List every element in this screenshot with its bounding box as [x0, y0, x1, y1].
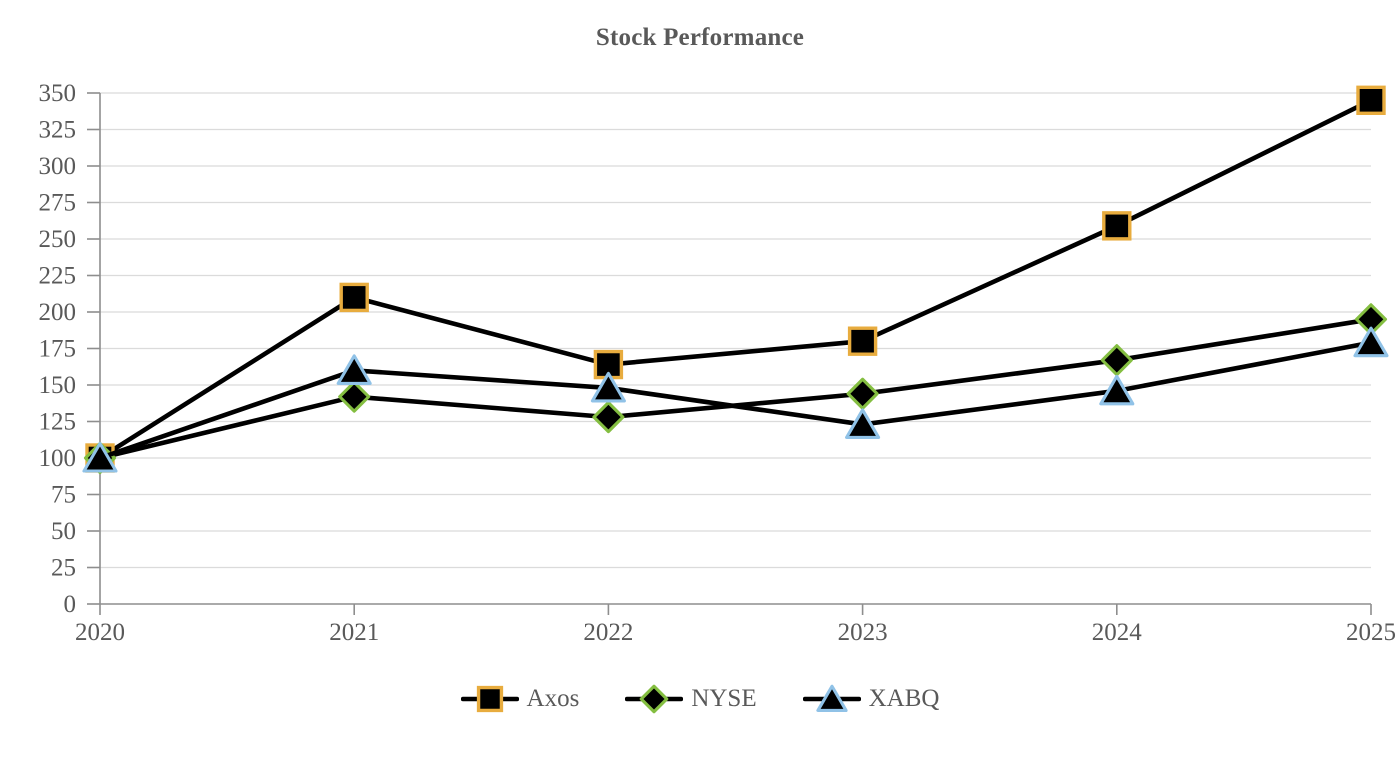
marker-xabq-2025	[1353, 326, 1389, 358]
legend-item-axos: Axos	[460, 683, 580, 715]
legend-marker-square-icon	[460, 685, 519, 713]
series-line-xabq	[97, 340, 1374, 461]
y-tick-label-125: 125	[39, 409, 77, 436]
legend-marker-shape-diamond	[640, 684, 669, 714]
marker-nyse-2023	[846, 377, 879, 410]
legend-marker-shape-square	[476, 685, 503, 713]
x-tick-label-2023: 2023	[838, 619, 888, 646]
legend-marker-shape-triangle	[815, 684, 848, 712]
x-tick-label-2020: 2020	[75, 619, 125, 646]
marker-nyse-2022	[592, 401, 625, 434]
legend-item-xabq: XABQ	[802, 683, 940, 715]
chart-legend: Axos NYSE XABQ	[0, 683, 1400, 715]
chart-title: Stock Performance	[595, 24, 805, 51]
y-tick-label-225: 225	[39, 263, 77, 290]
x-tick-label-2022: 2022	[583, 619, 633, 646]
y-tick-label-250: 250	[39, 226, 77, 253]
series-layer	[82, 85, 1389, 475]
x-tick-label-2021: 2021	[329, 619, 379, 646]
y-tick-label-100: 100	[39, 445, 77, 472]
marker-xabq-2024	[1099, 374, 1135, 406]
y-tick-label-325: 325	[39, 117, 77, 144]
x-tick-label-2025: 2025	[1346, 619, 1396, 646]
legend-marker-diamond-icon	[625, 684, 684, 714]
axes	[87, 92, 1372, 615]
y-tick-label-75: 75	[51, 482, 76, 509]
legend-marker-triangle-icon	[802, 684, 861, 712]
y-tick-label-50: 50	[51, 518, 76, 545]
marker-axos-2025	[1356, 85, 1386, 116]
x-tick-label-2024: 2024	[1092, 619, 1143, 646]
y-tick-label-175: 175	[39, 336, 77, 363]
marker-xabq-2020	[82, 441, 118, 473]
series-line-axos	[97, 98, 1374, 461]
marker-nyse-2024	[1100, 344, 1133, 377]
y-tick-label-350: 350	[39, 80, 77, 107]
gridlines	[100, 92, 1371, 569]
y-tick-label-275: 275	[39, 190, 77, 217]
marker-xabq-2022	[590, 371, 626, 403]
y-tick-label-150: 150	[39, 372, 77, 399]
y-axis-tick-labels: 0 25 50 75 100 125 150 175 200 225 250 275 300 325 350	[39, 80, 77, 618]
legend-item-nyse: NYSE	[625, 683, 757, 715]
marker-axos-2023	[847, 326, 878, 356]
marker-xabq-2023	[845, 408, 881, 439]
marker-axos-2021	[339, 282, 369, 313]
y-tick-label-25: 25	[51, 555, 76, 582]
legend-label-nyse: NYSE	[691, 685, 757, 712]
marker-nyse-2021	[338, 380, 371, 413]
y-tick-label-200: 200	[39, 299, 77, 326]
x-axis-tick-labels: 2020 2021 2022 2023 2024 2025	[75, 619, 1396, 646]
y-tick-label-300: 300	[39, 153, 77, 180]
marker-xabq-2021	[336, 354, 372, 385]
legend-label-xabq: XABQ	[868, 685, 940, 712]
legend-label-axos: Axos	[526, 685, 580, 712]
marker-axos-2024	[1102, 211, 1132, 241]
y-tick-label-0: 0	[64, 591, 77, 618]
